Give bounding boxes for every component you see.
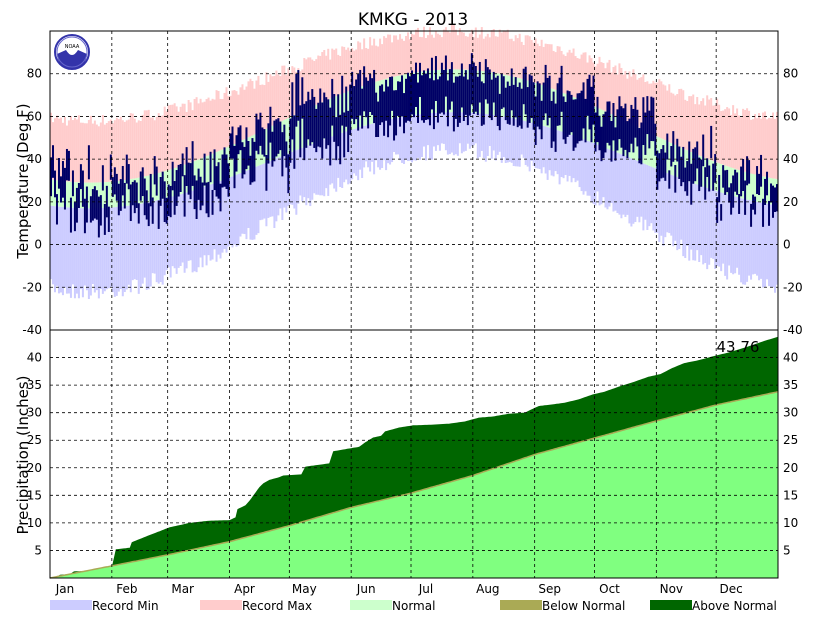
temperature-grid xyxy=(50,31,778,330)
legend-swatch xyxy=(650,600,692,610)
precipitation-panel: 5 5 10 10 15 15 20 20 25 25 30 30 35 35 40 40 Precipita… xyxy=(14,329,799,579)
precipitation-grid xyxy=(50,330,778,578)
precip-tick-label-left: 25 xyxy=(27,433,42,447)
legend-label: Record Max xyxy=(242,599,312,613)
temp-tick-label-left: 60 xyxy=(27,109,42,123)
precipitation-total-annotation: 43.76 xyxy=(717,338,760,356)
precip-tick-label-right: 35 xyxy=(783,378,798,392)
precip-tick-label-left: 20 xyxy=(27,461,42,475)
legend-label: Below Normal xyxy=(542,599,625,613)
precip-tick-label-right: 30 xyxy=(783,406,798,420)
legend-swatch xyxy=(200,600,242,610)
temp-tick-label-right: 0 xyxy=(783,238,791,252)
month-label: Sep xyxy=(538,582,561,596)
temp-tick-label-right: -20 xyxy=(783,280,803,294)
precip-tick-label-left: 35 xyxy=(27,378,42,392)
legend-swatch xyxy=(350,600,392,610)
temperature-y-ticks: -40 -40 -20 -20 0 0 20 20 40 40 60 60 80 80 xyxy=(22,67,802,337)
temp-tick-label-right: 60 xyxy=(783,109,798,123)
precipitation-y-label: Precipitation (Inches) xyxy=(14,376,32,535)
precip-tick-label-right: 40 xyxy=(783,351,798,365)
precip-tick-label-left: 30 xyxy=(27,406,42,420)
temp-tick-label-right: 80 xyxy=(783,67,798,81)
temp-tick-label-left: -40 xyxy=(22,323,42,337)
precipitation-y-ticks: 5 5 10 10 15 15 20 20 25 25 30 30 35 35 40 40 xyxy=(27,351,799,558)
temp-tick-label-left: 20 xyxy=(27,195,42,209)
month-label: Apr xyxy=(234,582,255,596)
legend-swatch xyxy=(500,600,542,610)
legend-label: Normal xyxy=(392,599,435,613)
precip-tick-label-right: 15 xyxy=(783,488,798,502)
noaa-logo-icon: NOAA xyxy=(54,34,90,70)
precip-tick-label-right: 5 xyxy=(783,543,791,557)
month-label: Aug xyxy=(476,582,499,596)
month-label: May xyxy=(292,582,317,596)
temp-tick-label-right: 20 xyxy=(783,195,798,209)
precip-tick-label-right: 20 xyxy=(783,461,798,475)
month-label: Mar xyxy=(171,582,194,596)
precipitation-plot-area xyxy=(49,336,779,579)
month-label: Feb xyxy=(116,582,137,596)
precip-tick-label-left: 10 xyxy=(27,516,42,530)
month-label: Jun xyxy=(356,582,376,596)
legend-swatch xyxy=(50,600,92,610)
x-axis-month-labels: Jan Feb Mar Apr May Jun Jul Aug Sep Oct Nov Dec xyxy=(55,582,743,596)
legend-label: Record Min xyxy=(92,599,159,613)
month-label: Jan xyxy=(55,582,75,596)
precipitation-frame xyxy=(49,329,779,579)
month-label: Jul xyxy=(418,582,433,596)
month-label: Nov xyxy=(660,582,683,596)
legend-label: Above Normal xyxy=(692,599,777,613)
temperature-y-label: Temperature (Deg.F) xyxy=(14,103,32,259)
temp-tick-label-left: 0 xyxy=(34,238,42,252)
month-label: Dec xyxy=(720,582,743,596)
temp-tick-label-left: 80 xyxy=(27,67,42,81)
temperature-plot-area xyxy=(49,25,779,300)
precip-tick-label-left: 5 xyxy=(34,543,42,557)
precip-tick-label-right: 10 xyxy=(783,516,798,530)
precip-tick-label-left: 40 xyxy=(27,351,42,365)
month-label: Oct xyxy=(599,582,620,596)
chart-title: KMKG - 2013 xyxy=(358,10,468,30)
temperature-panel: -40 -40 -20 -20 0 0 20 20 40 40 60 60 80 80 Temperatu… xyxy=(14,25,803,337)
temp-tick-label-right: 40 xyxy=(783,152,798,166)
precip-tick-label-left: 15 xyxy=(27,488,42,502)
noaa-logo-text: NOAA xyxy=(65,44,80,50)
temp-tick-label-right: -40 xyxy=(783,323,803,337)
precip-tick-label-right: 25 xyxy=(783,433,798,447)
temp-tick-label-left: 40 xyxy=(27,152,42,166)
legend: Record Min Record Max Normal Below Normal Ab… xyxy=(50,599,777,613)
temp-tick-label-left: -20 xyxy=(22,280,42,294)
